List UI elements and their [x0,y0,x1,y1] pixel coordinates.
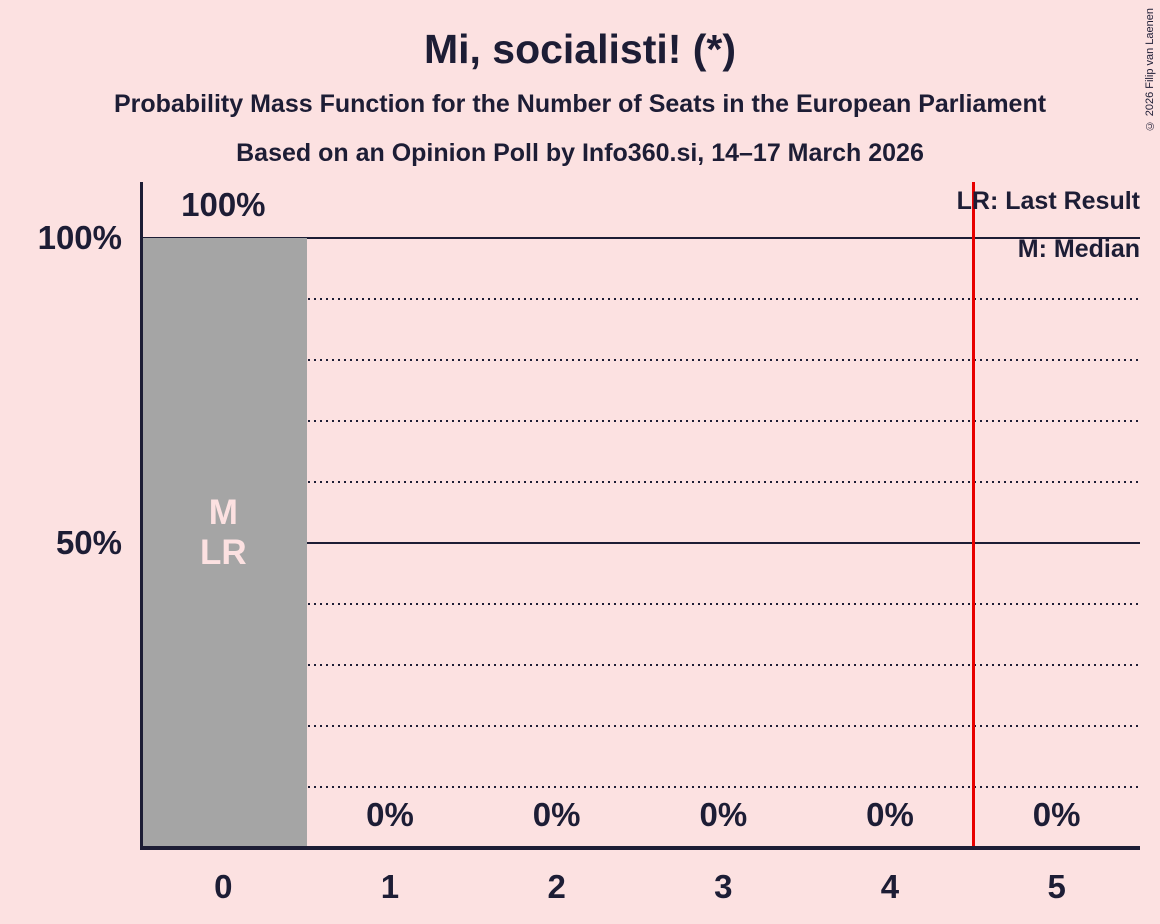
bar-value-label-4: 0% [866,796,914,833]
gridline-dotted-10pct [140,786,1140,788]
y-tick-50pct: 50% [55,524,122,561]
gridline-dotted-60pct [140,481,1140,483]
bar-value-label-0: 100% [181,186,266,223]
bar-annotation-median-lastresult: M LR [200,493,247,572]
gridline-dotted-30pct [140,664,1140,666]
legend-last-result: LR: Last Result [956,187,1140,215]
last-result-line [971,182,975,848]
x-tick-0: 0 [214,868,233,905]
y-axis-line [140,182,143,848]
plot-area: 100% M LR 0% 0% 0% 0% 0% [140,182,1140,850]
chart-subtitle: Probability Mass Function for the Number… [113,90,1047,118]
x-tick-3: 3 [714,868,733,905]
gridline-dotted-20pct [140,725,1140,727]
gridline-dotted-90pct [140,298,1140,300]
chart-poll-source: Based on an Opinion Poll by Info360.si, … [236,139,924,167]
bar-value-label-2: 0% [532,796,581,833]
bar-value-label-5: 0% [1032,796,1081,833]
gridline-dotted-70pct [140,420,1140,422]
chart-title: Mi, socialisti! (*) [423,26,737,72]
x-tick-2: 2 [547,868,566,905]
x-tick-5: 5 [1047,868,1066,905]
gridline-dotted-40pct [140,603,1140,605]
bar-seats-0 [140,238,307,848]
legend-median: M: Median [1017,235,1140,263]
gridline-solid-100pct [140,237,1140,239]
bar-value-label-1: 0% [366,796,414,833]
x-tick-1: 1 [380,868,400,905]
y-tick-100pct: 100% [37,219,122,256]
x-axis-line [140,846,1140,850]
gridline-solid-50pct [140,542,1140,544]
bar-value-label-3: 0% [699,796,748,833]
gridline-dotted-80pct [140,359,1140,361]
x-tick-4: 4 [880,868,900,905]
